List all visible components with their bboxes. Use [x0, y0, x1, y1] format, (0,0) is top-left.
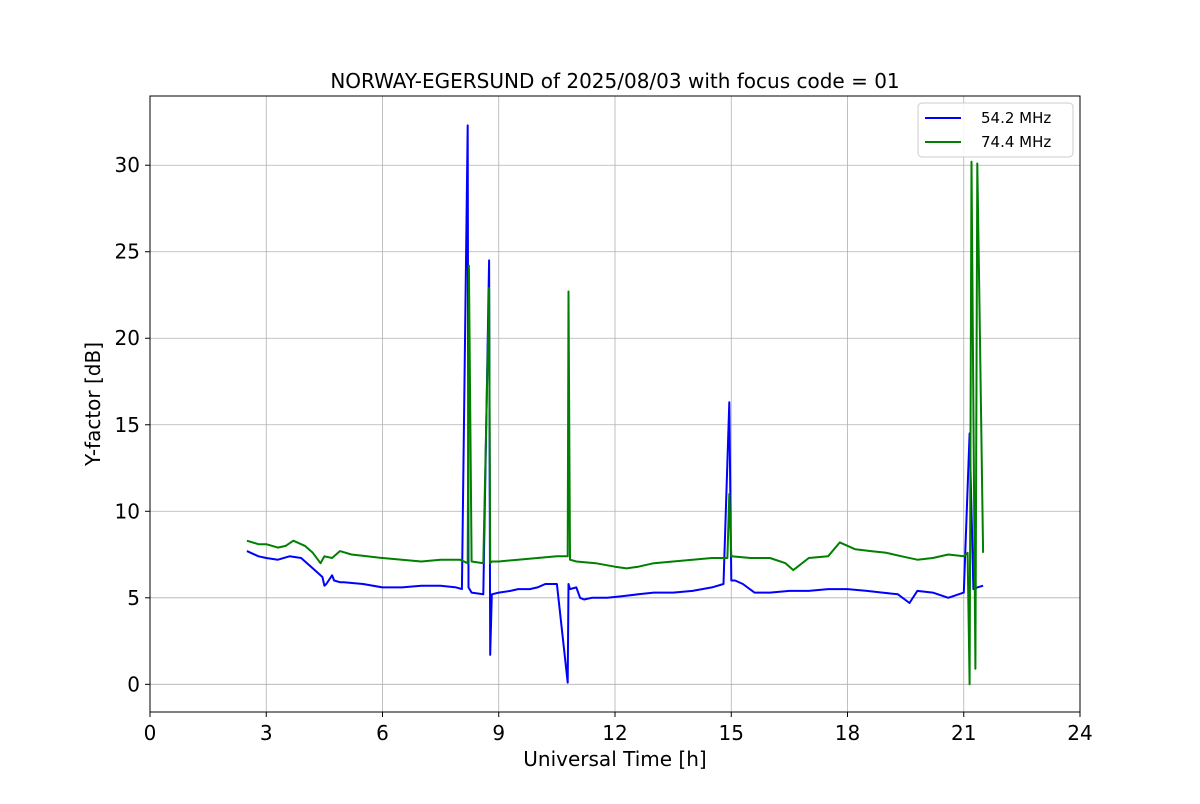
y-tick-label: 25 [115, 240, 140, 264]
legend-box [917, 102, 1074, 158]
y-tick-label: 20 [115, 326, 140, 350]
x-axis-label: Universal Time [h] [523, 747, 706, 771]
series-layer [246, 124, 985, 686]
x-tick-label: 21 [951, 721, 976, 745]
y-tick-label: 0 [127, 672, 140, 696]
y-tick-label: 30 [115, 153, 140, 177]
x-axis: 0 3 6 9 12 15 18 21 24 [144, 712, 1093, 745]
y-tick-label: 15 [115, 413, 140, 437]
chart-title: NORWAY-EGERSUND of 2025/08/03 with focus… [330, 69, 899, 93]
x-tick-label: 18 [835, 721, 860, 745]
series-line-1 [246, 124, 984, 684]
y-tick-label: 10 [115, 499, 140, 523]
x-tick-label: 24 [1067, 721, 1092, 745]
series-line-2 [246, 160, 985, 686]
legend-label-series-2: 74.4 MHz [981, 133, 1051, 151]
x-tick-label: 3 [260, 721, 273, 745]
y-axis-label: Y-factor [dB] [81, 342, 105, 467]
x-tick-label: 15 [719, 721, 744, 745]
y-tick-label: 5 [127, 586, 140, 610]
x-tick-label: 9 [492, 721, 505, 745]
legend-label-series-1: 54.2 MHz [981, 109, 1051, 127]
x-tick-label: 6 [376, 721, 389, 745]
x-tick-label: 12 [602, 721, 627, 745]
x-tick-label: 0 [144, 721, 157, 745]
y-axis: 0 5 10 15 20 25 30 [115, 153, 150, 696]
legend: 54.2 MHz 74.4 MHz [917, 102, 1074, 158]
